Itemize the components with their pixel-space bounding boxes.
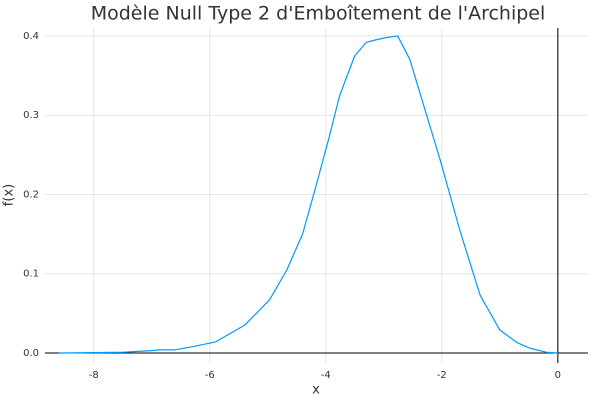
chart-title: Modèle Null Type 2 d'Emboîtement de l'Ar…	[91, 3, 546, 25]
x-tick-label: 0	[555, 370, 561, 381]
y-tick-label: 0.2	[23, 189, 39, 200]
y-tick-label: 0.1	[23, 269, 39, 280]
x-axis-label: x	[312, 383, 320, 398]
x-tick-label: -8	[89, 370, 99, 381]
x-tick-label: -2	[437, 370, 447, 381]
data-line	[58, 35, 558, 354]
x-tick-label: -6	[205, 370, 215, 381]
x-tick-label: -4	[321, 370, 331, 381]
y-axis-label: f(x)	[2, 184, 17, 206]
y-tick-label: 0.0	[23, 348, 39, 359]
y-tick-label: 0.3	[23, 110, 39, 121]
y-tick-label: 0.4	[23, 31, 39, 42]
